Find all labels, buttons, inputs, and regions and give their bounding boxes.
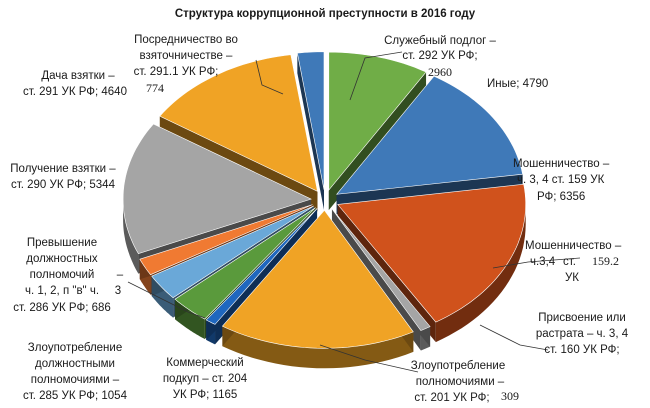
label-polvz-2: ст. 290 УК РФ; 5344 xyxy=(11,179,116,191)
label-mosh1-2: ч. 3, 4 ст. 159 УК xyxy=(517,174,605,186)
label-zlpol-2: полномочиями – xyxy=(416,376,505,388)
pie-slice-4 xyxy=(221,209,414,349)
leader-prev xyxy=(127,281,206,319)
label-kompod-1: Коммерческий xyxy=(166,357,243,369)
slice-side xyxy=(206,208,318,340)
label-posr-3: ст. 291.1 УК РФ; xyxy=(134,66,219,78)
label-prev-5: ч. 1, 2, п "в" ч. xyxy=(25,285,99,297)
slice-wall xyxy=(123,199,139,274)
label-zldol-1: Злоупотребление xyxy=(28,342,122,354)
pie-slice-2 xyxy=(337,183,527,323)
label-kompod-3: УК РФ; 1165 xyxy=(173,389,238,401)
label-mosh2-4: 159.2 xyxy=(592,254,619,268)
pie-slice-9 xyxy=(122,123,312,255)
label-zldol-3: полномочиями – xyxy=(31,374,120,386)
label-zldol-4: ст. 285 УК РФ; 1054 xyxy=(23,390,128,402)
pie-slice-10 xyxy=(159,54,318,192)
label-zlpol-1: Злоупотребление xyxy=(411,360,505,372)
leader-zlpol xyxy=(319,344,419,373)
label-inye: Иные; 4790 xyxy=(487,78,548,90)
leader-mosh2 xyxy=(492,257,581,269)
slice-labels: Служебный подлог – ст. 292 УК РФ; 2960 И… xyxy=(10,34,628,404)
label-posr-2: взяточничестве – xyxy=(140,50,234,62)
label-zlpol-3: ст. 201 УК РФ; xyxy=(414,392,489,404)
label-prev-4: – xyxy=(117,269,124,281)
label-mosh1-3: РФ; 6356 xyxy=(537,191,585,203)
pie-slice-0 xyxy=(328,51,427,191)
slice-wall xyxy=(222,326,414,369)
label-podlog-2: ст. 292 УК РФ; xyxy=(402,50,477,62)
label-prisv-3: ст. 160 УК РФ; xyxy=(544,344,619,356)
label-dacha-2: ст. 291 УК РФ; 4640 xyxy=(23,86,127,98)
leader-prisv xyxy=(479,324,549,351)
label-prev-1: Превышение xyxy=(27,237,97,249)
label-posr-1: Посредничество во xyxy=(134,34,238,46)
label-zldol-2: должностными xyxy=(35,358,115,370)
pie-slice-11 xyxy=(297,51,325,190)
label-podlog-3: 2960 xyxy=(428,65,452,79)
label-dacha-1: Дача взятки – xyxy=(41,70,115,82)
label-mosh2-3: ст. xyxy=(563,256,576,268)
leader-podlog xyxy=(349,51,403,101)
label-prisv-1: Присвоение или xyxy=(538,312,626,324)
label-posr-4: 774 xyxy=(146,81,164,95)
label-prisv-2: растрата – ч. 3, 4 xyxy=(536,328,629,340)
label-prev-6: 3 xyxy=(115,285,121,297)
label-prev-2: должностных xyxy=(26,253,98,265)
label-zlpol-4: 309 xyxy=(501,389,519,403)
leader-lines xyxy=(127,51,581,373)
label-mosh2-1: Мошенничество – xyxy=(525,240,622,252)
label-kompod-2: подкуп – ст. 204 xyxy=(163,373,248,385)
label-mosh1-1: Мошенничество – xyxy=(513,158,610,170)
label-mosh2-5: УК xyxy=(565,272,579,284)
chart-title: Структура коррупционной преступности в 2… xyxy=(175,8,476,20)
pie-slice-3 xyxy=(331,208,431,331)
label-polvz-1: Получение взятки – xyxy=(10,163,116,175)
pie-slice-8 xyxy=(139,204,313,276)
pie-slice-7 xyxy=(151,205,314,299)
pie-slice-1 xyxy=(336,75,523,195)
label-prev-7: ст. 286 УК РФ; 686 xyxy=(13,302,111,314)
pie-slice-6 xyxy=(174,207,316,320)
leader-posr xyxy=(255,59,284,95)
slice-side xyxy=(297,53,325,210)
label-podlog-1: Служебный подлог – xyxy=(384,35,496,47)
pie-slices xyxy=(122,51,527,369)
label-prev-3: полномочий xyxy=(30,269,95,281)
label-mosh2-2: ч.3,4 xyxy=(530,256,556,268)
slice-wall xyxy=(435,204,526,343)
pie-slice-5 xyxy=(205,208,318,325)
